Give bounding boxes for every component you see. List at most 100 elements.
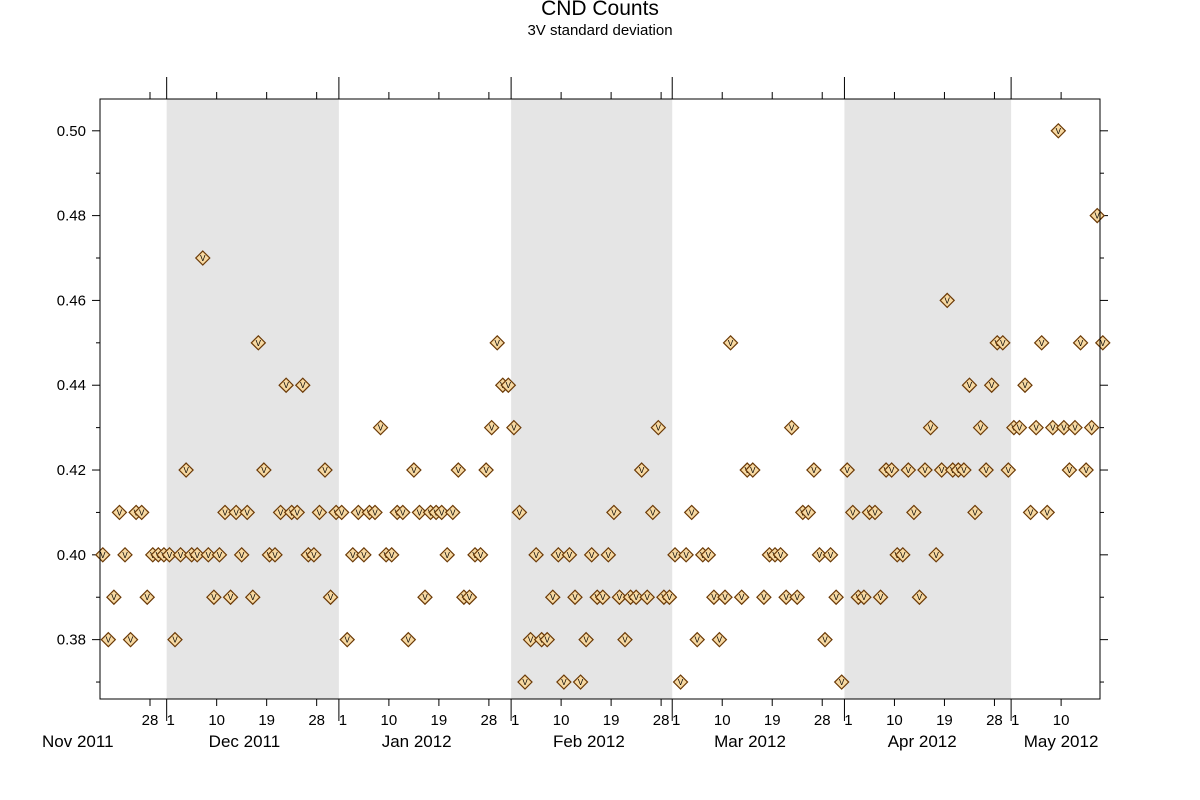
point-diamond bbox=[433, 504, 450, 521]
point-marker-label: V bbox=[650, 508, 656, 517]
point-marker-label: V bbox=[317, 508, 323, 517]
data-point: V bbox=[256, 462, 272, 478]
point-marker-label: V bbox=[972, 508, 978, 517]
data-point: V bbox=[733, 589, 750, 606]
point-marker-label: V bbox=[789, 424, 795, 433]
y-tick-label: 0.46 bbox=[57, 292, 86, 309]
point-diamond bbox=[617, 631, 633, 648]
point-marker-label: V bbox=[206, 551, 212, 560]
point-marker-label: V bbox=[811, 466, 817, 475]
point-diamond bbox=[922, 419, 939, 436]
point-marker-label: V bbox=[550, 593, 556, 602]
data-point: V bbox=[1028, 419, 1044, 436]
point-marker-label: V bbox=[683, 551, 689, 560]
data-point: V bbox=[167, 631, 183, 648]
data-point: V bbox=[333, 504, 350, 521]
point-marker-label: V bbox=[400, 508, 406, 517]
point-marker-label: V bbox=[228, 593, 234, 602]
x-tick-label: 19 bbox=[603, 712, 620, 729]
point-diamond bbox=[578, 631, 594, 648]
data-point: V bbox=[222, 589, 239, 606]
point-marker-label: V bbox=[750, 466, 756, 475]
data-point: V bbox=[233, 546, 250, 563]
point-diamond bbox=[544, 589, 561, 606]
point-marker-label: V bbox=[389, 551, 395, 560]
data-point: V bbox=[244, 589, 261, 606]
y-tick-label: 0.40 bbox=[57, 547, 86, 564]
point-diamond bbox=[306, 546, 322, 563]
point-diamond bbox=[1078, 462, 1094, 478]
x-month-label: Jan 2012 bbox=[382, 732, 452, 751]
point-diamond bbox=[267, 546, 283, 563]
point-marker-label: V bbox=[633, 593, 639, 602]
point-diamond bbox=[294, 377, 311, 394]
point-diamond bbox=[856, 589, 872, 606]
data-point: V bbox=[689, 631, 706, 648]
data-point: V bbox=[517, 674, 533, 690]
point-diamond bbox=[956, 462, 972, 478]
point-diamond bbox=[778, 589, 794, 606]
data-point: V bbox=[744, 462, 761, 478]
point-marker-label: V bbox=[378, 424, 384, 433]
point-diamond bbox=[839, 462, 856, 478]
point-diamond bbox=[122, 631, 139, 648]
point-marker-label: V bbox=[1078, 339, 1084, 348]
x-tick-label: 10 bbox=[886, 712, 903, 729]
point-marker-label: V bbox=[1022, 381, 1028, 390]
point-diamond bbox=[900, 462, 917, 478]
point-diamond bbox=[939, 292, 956, 309]
point-marker-label: V bbox=[961, 466, 967, 475]
point-diamond bbox=[311, 504, 328, 521]
point-diamond bbox=[644, 504, 661, 521]
data-point: V bbox=[856, 589, 872, 606]
point-diamond bbox=[400, 631, 417, 648]
data-point: V bbox=[611, 589, 628, 606]
point-marker-label: V bbox=[250, 593, 256, 602]
point-diamond bbox=[1039, 504, 1056, 521]
point-diamond bbox=[1083, 419, 1100, 436]
point-diamond bbox=[1067, 419, 1083, 436]
point-marker-label: V bbox=[1067, 466, 1073, 475]
data-point: V bbox=[367, 504, 383, 521]
point-diamond bbox=[322, 589, 339, 606]
data-point: V bbox=[911, 589, 928, 606]
data-point: V bbox=[922, 419, 939, 436]
point-diamond bbox=[567, 589, 583, 606]
data-point: V bbox=[600, 546, 617, 563]
point-diamond bbox=[1000, 462, 1017, 478]
data-point: V bbox=[106, 589, 122, 606]
data-point: V bbox=[983, 377, 1000, 394]
data-point: V bbox=[1078, 462, 1094, 478]
data-point: V bbox=[617, 631, 633, 648]
point-diamond bbox=[406, 462, 422, 478]
data-point: V bbox=[206, 589, 222, 606]
point-marker-label: V bbox=[478, 551, 484, 560]
point-marker-label: V bbox=[322, 466, 328, 475]
point-marker-label: V bbox=[917, 593, 923, 602]
data-point: V bbox=[294, 377, 311, 394]
x-tick-label: 28 bbox=[142, 712, 159, 729]
data-point: V bbox=[628, 589, 644, 606]
point-marker-label: V bbox=[783, 593, 789, 602]
x-tick-label: 10 bbox=[208, 712, 225, 729]
data-point: V bbox=[1089, 207, 1106, 224]
data-point: V bbox=[444, 504, 461, 521]
point-marker-label: V bbox=[439, 508, 445, 517]
point-diamond bbox=[139, 589, 156, 606]
point-diamond bbox=[772, 546, 789, 563]
point-diamond bbox=[1056, 419, 1072, 436]
point-marker-label: V bbox=[272, 551, 278, 560]
data-point: V bbox=[928, 546, 944, 563]
point-diamond bbox=[933, 462, 950, 478]
y-tick-label: 0.42 bbox=[57, 462, 86, 479]
point-diamond bbox=[928, 546, 944, 563]
point-diamond bbox=[650, 419, 667, 436]
point-diamond bbox=[356, 546, 372, 563]
point-marker-label: V bbox=[622, 636, 628, 645]
point-diamond bbox=[372, 419, 389, 436]
point-diamond bbox=[561, 546, 578, 563]
month-shading-layer bbox=[166, 99, 1012, 699]
point-diamond bbox=[978, 462, 994, 478]
data-point: V bbox=[211, 546, 228, 563]
